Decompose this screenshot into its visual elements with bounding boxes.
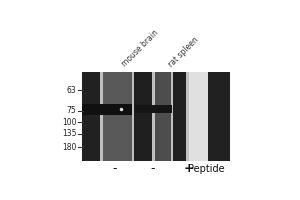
Bar bbox=[173, 72, 186, 161]
Text: rat spleen: rat spleen bbox=[167, 35, 200, 69]
Bar bbox=[154, 72, 171, 161]
Text: -: - bbox=[150, 162, 154, 175]
Text: +: + bbox=[184, 162, 195, 175]
Text: 75: 75 bbox=[67, 106, 76, 115]
Text: 180: 180 bbox=[62, 143, 76, 152]
Text: 100: 100 bbox=[62, 118, 76, 127]
Bar bbox=[103, 72, 132, 161]
Bar bbox=[134, 72, 152, 161]
Text: mouse brain: mouse brain bbox=[120, 28, 160, 69]
Bar bbox=[82, 104, 132, 115]
Bar bbox=[189, 72, 230, 161]
Bar bbox=[82, 72, 100, 161]
Text: 63: 63 bbox=[67, 86, 76, 95]
Bar bbox=[135, 105, 172, 113]
Text: Peptide: Peptide bbox=[188, 164, 225, 174]
Text: -: - bbox=[113, 162, 117, 175]
Bar bbox=[82, 72, 230, 161]
Text: 135: 135 bbox=[62, 129, 76, 138]
Bar bbox=[208, 72, 230, 161]
